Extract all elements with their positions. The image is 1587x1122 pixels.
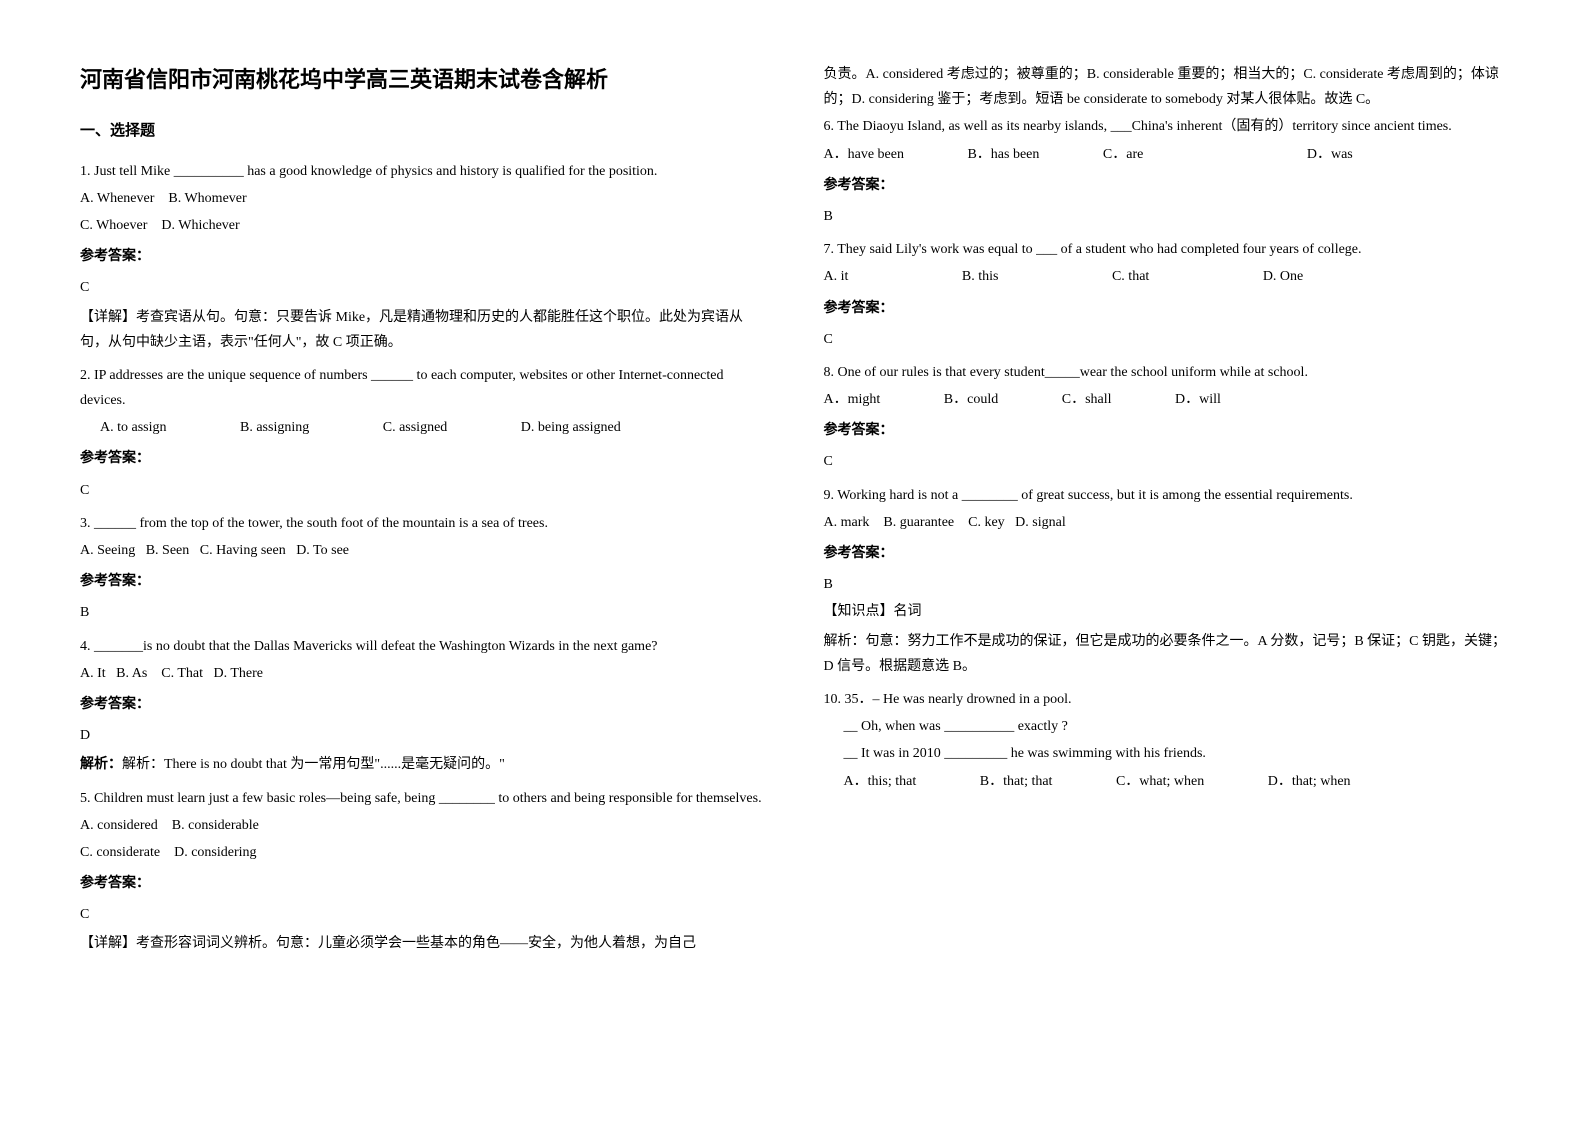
option-a: A．this; that — [844, 769, 917, 794]
question-7: 7. They said Lily's work was equal to __… — [824, 237, 1508, 352]
options-row: A. mark B. guarantee C. key D. signal — [824, 510, 1508, 535]
options-row: A．this; that B．that; that C．what; when D… — [824, 769, 1508, 794]
option-b: B. assigning — [240, 415, 309, 440]
option-a: A. considered — [80, 818, 158, 833]
explanation: 【详解】考查宾语从句。句意：只要告诉 Mike，凡是精通物理和历史的人都能胜任这… — [80, 305, 764, 355]
answer-label: 参考答案： — [80, 871, 764, 896]
question-10: 10. 35．– He was nearly drowned in a pool… — [824, 687, 1508, 794]
answer-label: 参考答案： — [80, 569, 764, 594]
question-text: 1. Just tell Mike __________ has a good … — [80, 159, 764, 184]
option-b: B. considerable — [172, 818, 259, 833]
option-d: D. being assigned — [521, 415, 621, 440]
question-4: 4. _______is no doubt that the Dallas Ma… — [80, 634, 764, 778]
option-b: B. Whomever — [168, 191, 246, 206]
option-a: A．might — [824, 387, 881, 412]
options-row-2: C. considerate D. considering — [80, 840, 764, 865]
answer-value: C — [824, 327, 1508, 352]
question-9: 9. Working hard is not a ________ of gre… — [824, 483, 1508, 679]
question-5: 5. Children must learn just a few basic … — [80, 786, 764, 957]
question-text: 4. _______is no doubt that the Dallas Ma… — [80, 634, 764, 659]
option-c: C．what; when — [1116, 769, 1204, 794]
question-1: 1. Just tell Mike __________ has a good … — [80, 159, 764, 355]
option-d: D. Whichever — [161, 218, 239, 233]
question-text: 3. ______ from the top of the tower, the… — [80, 511, 764, 536]
answer-label: 参考答案： — [824, 173, 1508, 198]
option-a: A．have been — [824, 142, 904, 167]
options-row: A. to assign B. assigning C. assigned D.… — [80, 415, 764, 440]
options-row-1: A. considered B. considerable — [80, 813, 764, 838]
option-b: B．has been — [967, 142, 1039, 167]
option-c: C. that — [1112, 264, 1149, 289]
option-b: B．could — [944, 387, 998, 412]
explanation-text: 解析：There is no doubt that 为一常用句型"......是… — [122, 757, 505, 772]
answer-value: C — [80, 902, 764, 927]
question-6: 6. The Diaoyu Island, as well as its nea… — [824, 114, 1508, 229]
question-2: 2. IP addresses are the unique sequence … — [80, 363, 764, 503]
options-row: A. Seeing B. Seen C. Having seen D. To s… — [80, 538, 764, 563]
question-text-line2: __ Oh, when was __________ exactly ? — [824, 714, 1508, 739]
option-a: A. it — [824, 264, 849, 289]
options-row: A．have been B．has been C．are D．was — [824, 142, 1508, 167]
question-text: 8. One of our rules is that every studen… — [824, 360, 1508, 385]
options-row: A. it B. this C. that D. One — [824, 264, 1508, 289]
answer-label: 参考答案： — [80, 244, 764, 269]
section-heading: 一、选择题 — [80, 118, 764, 145]
option-c: C. assigned — [383, 415, 448, 440]
question-text: 6. The Diaoyu Island, as well as its nea… — [824, 114, 1508, 139]
question-text: 9. Working hard is not a ________ of gre… — [824, 483, 1508, 508]
options-row-1: A. Whenever B. Whomever — [80, 186, 764, 211]
option-a: A. to assign — [100, 415, 167, 440]
answer-label: 参考答案： — [824, 418, 1508, 443]
answer-value: B — [824, 204, 1508, 229]
question-text: 5. Children must learn just a few basic … — [80, 786, 764, 811]
option-b: B．that; that — [980, 769, 1053, 794]
option-d: D．will — [1175, 387, 1221, 412]
explanation: 解析：解析：There is no doubt that 为一常用句型"....… — [80, 752, 764, 777]
question-text: 7. They said Lily's work was equal to __… — [824, 237, 1508, 262]
answer-value: B — [80, 600, 764, 625]
question-3: 3. ______ from the top of the tower, the… — [80, 511, 764, 626]
option-c: C．shall — [1062, 387, 1112, 412]
document-title: 河南省信阳市河南桃花坞中学高三英语期末试卷含解析 — [80, 60, 764, 100]
options-row: A. It B. As C. That D. There — [80, 661, 764, 686]
option-b: B. this — [962, 264, 999, 289]
answer-value: B — [824, 572, 1508, 597]
option-c: C. Whoever — [80, 218, 147, 233]
options-row: A．might B．could C．shall D．will — [824, 387, 1508, 412]
answer-label: 参考答案： — [824, 296, 1508, 321]
explanation: 【详解】考查形容词词义辨析。句意：儿童必须学会一些基本的角色——安全，为他人着想… — [80, 931, 764, 956]
answer-value: C — [824, 449, 1508, 474]
option-d: D. considering — [174, 845, 256, 860]
options-row-2: C. Whoever D. Whichever — [80, 213, 764, 238]
option-d: D．that; when — [1268, 769, 1351, 794]
knowledge-point: 【知识点】名词 — [824, 599, 1508, 624]
question-8: 8. One of our rules is that every studen… — [824, 360, 1508, 475]
answer-label: 参考答案： — [824, 541, 1508, 566]
question-text-line1: 10. 35．– He was nearly drowned in a pool… — [824, 687, 1508, 712]
question-text: 2. IP addresses are the unique sequence … — [80, 363, 764, 413]
right-column: 负责。A. considered 考虑过的；被尊重的；B. considerab… — [824, 60, 1508, 965]
option-c: C．are — [1103, 142, 1143, 167]
option-c: C. considerate — [80, 845, 160, 860]
answer-label: 参考答案： — [80, 692, 764, 717]
option-d: D．was — [1307, 142, 1353, 167]
q5-continuation: 负责。A. considered 考虑过的；被尊重的；B. considerab… — [824, 62, 1508, 112]
option-a: A. Whenever — [80, 191, 154, 206]
left-column: 河南省信阳市河南桃花坞中学高三英语期末试卷含解析 一、选择题 1. Just t… — [80, 60, 764, 965]
question-text-line3: __ It was in 2010 _________ he was swimm… — [824, 741, 1508, 766]
answer-value: C — [80, 478, 764, 503]
option-d: D. One — [1263, 264, 1303, 289]
answer-label: 参考答案： — [80, 446, 764, 471]
explanation: 解析：句意：努力工作不是成功的保证，但它是成功的必要条件之一。A 分数，记号；B… — [824, 629, 1508, 679]
document-root: 河南省信阳市河南桃花坞中学高三英语期末试卷含解析 一、选择题 1. Just t… — [80, 60, 1507, 965]
answer-value: C — [80, 275, 764, 300]
answer-value: D — [80, 723, 764, 748]
